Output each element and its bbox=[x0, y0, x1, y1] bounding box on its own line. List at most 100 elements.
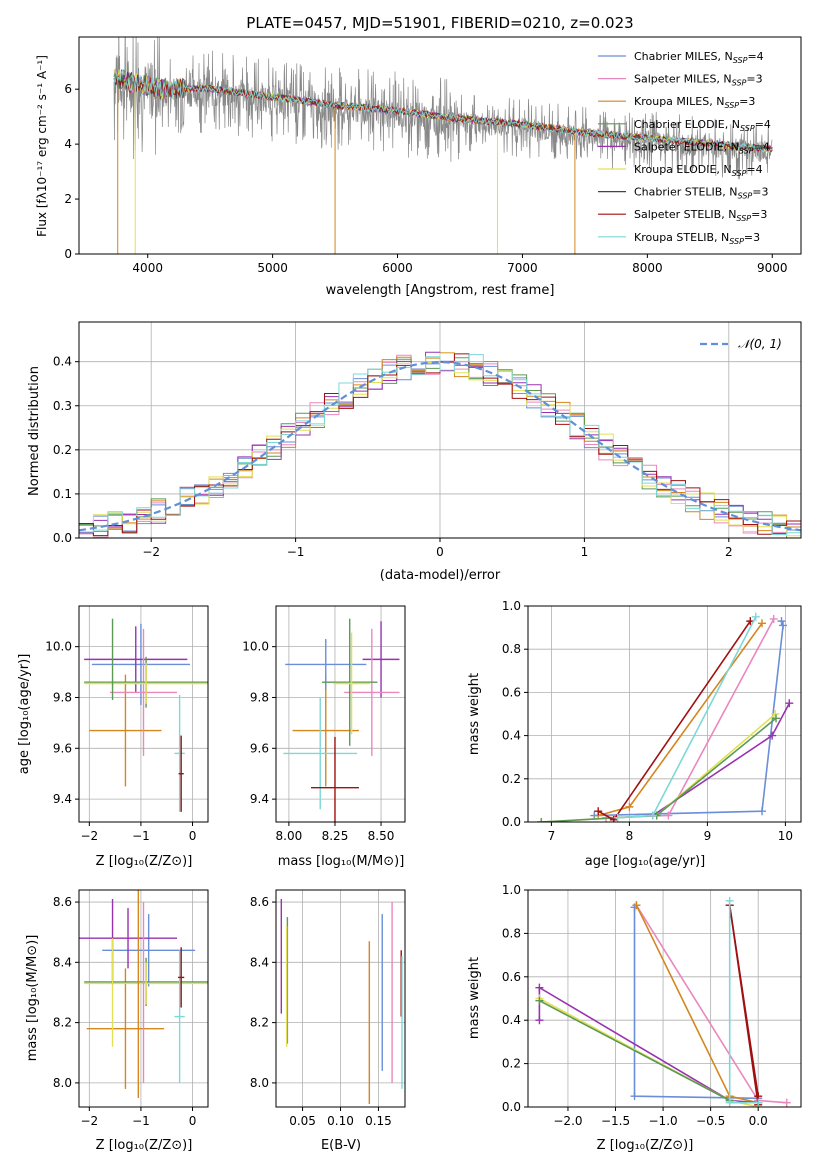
mass-weight-vs-age-xlabel: age [log₁₀(age/yr)] bbox=[585, 854, 706, 869]
y-tick-label: 0.6 bbox=[502, 685, 521, 699]
axes-frame bbox=[275, 605, 406, 823]
y-tick-label: 8.2 bbox=[250, 1016, 269, 1030]
legend-entry: Salpeter MILES, NSSP=3 bbox=[634, 73, 763, 88]
gaussian-curve bbox=[79, 360, 801, 532]
spectrum-title: PLATE=0457, MJD=51901, FIBERID=0210, z=0… bbox=[246, 14, 633, 32]
observed-spectrum bbox=[113, 37, 773, 180]
plus-marker bbox=[664, 811, 673, 820]
legend-sub: SSP bbox=[740, 124, 755, 133]
plus-marker bbox=[772, 714, 781, 723]
age-vs-mass-panel: mass [log₁₀(M/M⊙)] 8.00 8.25 8.50 9.4 9.6 9.8… bbox=[242, 605, 406, 869]
age-vs-mass-xlabel: mass [log₁₀(M/M⊙)] bbox=[278, 854, 405, 869]
plus-marker bbox=[594, 807, 603, 816]
y-tick-label: 0.0 bbox=[502, 1100, 521, 1114]
x-tick-label: −1.0 bbox=[649, 1114, 678, 1128]
legend-sub: SSP bbox=[733, 56, 748, 65]
mass-weight-vs-z-xlabel: Z [log₁₀(Z/Z⊙)] bbox=[597, 1138, 694, 1153]
residuals-xlabel: (data-model)/error bbox=[380, 568, 501, 583]
plus-marker bbox=[648, 811, 657, 820]
y-tick-label: 8.0 bbox=[53, 1076, 72, 1090]
legend-suffix: =4 bbox=[754, 140, 770, 153]
x-tick-label: −1 bbox=[287, 545, 305, 559]
plus-marker bbox=[632, 901, 641, 910]
plus-marker bbox=[768, 731, 777, 740]
y-tick-label: 8.2 bbox=[53, 1016, 72, 1030]
y-tick-label: 9.6 bbox=[250, 741, 269, 755]
y-tick-label: 9.6 bbox=[53, 741, 72, 755]
y-tick-label: 0.0 bbox=[53, 531, 72, 545]
plus-marker bbox=[779, 621, 788, 630]
legend-label: Salpeter ELODIE, N bbox=[634, 140, 739, 153]
mass-vs-ebv-panel: E(B-V) 0.05 0.10 0.15 8.0 8.2 8.4 8.6 bbox=[250, 889, 406, 1153]
axes-frame bbox=[527, 605, 802, 823]
y-tick-label: 10.0 bbox=[45, 640, 72, 654]
residuals-panel: (data-model)/error Normed distribution −… bbox=[27, 321, 802, 583]
legend-sub: SSP bbox=[729, 237, 744, 246]
x-tick-label: 0.05 bbox=[289, 1114, 316, 1128]
legend-suffix: =4 bbox=[755, 118, 771, 131]
plot-area bbox=[280, 899, 403, 1104]
legend-label: Chabrier ELODIE, N bbox=[634, 118, 740, 131]
spectrum-legend: Chabrier MILES, NSSP=4 Salpeter MILES, NS… bbox=[598, 50, 771, 246]
x-tick-label: 9000 bbox=[757, 261, 788, 275]
plus-marker bbox=[725, 1098, 734, 1107]
plus-marker bbox=[535, 1016, 544, 1025]
plus-marker bbox=[613, 813, 622, 822]
legend-entry: Kroupa ELODIE, NSSP=4 bbox=[634, 163, 763, 178]
x-tick-label: 0.15 bbox=[365, 1114, 392, 1128]
y-tick-label: 0.8 bbox=[502, 642, 521, 656]
y-tick-label: 0.4 bbox=[53, 355, 72, 369]
y-tick-label: 10.0 bbox=[242, 640, 269, 654]
mass-weight-vs-age-ylabel: mass weight bbox=[467, 673, 482, 755]
plot-area bbox=[79, 351, 801, 538]
y-tick-label: 0.4 bbox=[502, 1013, 521, 1027]
x-tick-label: 0 bbox=[189, 829, 197, 843]
y-tick-label: 8.6 bbox=[250, 895, 269, 909]
legend-label: Chabrier STELIB, N bbox=[634, 186, 738, 199]
legend-entry: Kroupa MILES, NSSP=3 bbox=[634, 95, 755, 110]
legend-entry: Chabrier STELIB, NSSP=3 bbox=[634, 186, 768, 201]
x-tick-label: 0.0 bbox=[749, 1114, 768, 1128]
axes: −2 −1 0 8.0 8.2 8.4 8.6 bbox=[53, 889, 209, 1128]
mass-weight-vs-age-panel: age [log₁₀(age/yr)] mass weight 7 8 9 10 0.0… bbox=[467, 599, 802, 869]
legend-suffix: =3 bbox=[752, 186, 768, 199]
y-tick-label: 6 bbox=[64, 82, 72, 96]
plus-marker bbox=[625, 802, 634, 811]
x-tick-label: 2 bbox=[725, 545, 733, 559]
legend-entry: Chabrier MILES, NSSP=4 bbox=[634, 50, 764, 65]
x-tick-label: 0 bbox=[436, 545, 444, 559]
legend-sub: SSP bbox=[732, 79, 747, 88]
legend-entry: Salpeter ELODIE, NSSP=4 bbox=[634, 140, 770, 155]
x-tick-label: 0 bbox=[189, 1114, 197, 1128]
plot-area bbox=[283, 618, 400, 822]
y-tick-label: 0.6 bbox=[502, 970, 521, 984]
y-tick-label: 8.4 bbox=[53, 955, 72, 969]
y-tick-label: 2 bbox=[64, 192, 72, 206]
y-tick-label: 0.1 bbox=[53, 487, 72, 501]
axes: 0.05 0.10 0.15 8.0 8.2 8.4 8.6 bbox=[250, 889, 406, 1128]
grid bbox=[276, 890, 405, 1107]
x-tick-label: 6000 bbox=[382, 261, 413, 275]
legend-sub: SSP bbox=[732, 169, 747, 178]
axes-frame bbox=[527, 889, 802, 1108]
axes: 8.00 8.25 8.50 9.4 9.6 9.8 10.0 bbox=[242, 605, 406, 843]
x-tick-label: 1 bbox=[581, 545, 589, 559]
x-tick-label: −2 bbox=[80, 829, 98, 843]
plus-marker bbox=[751, 612, 760, 621]
legend-sub: SSP bbox=[738, 192, 753, 201]
mass-weight-vs-z-panel: Z [log₁₀(Z/Z⊙)] mass weight −2.0 −1.5 −1.0… bbox=[467, 883, 802, 1153]
y-tick-label: 9.4 bbox=[53, 792, 72, 806]
plot-area bbox=[537, 612, 794, 822]
y-tick-label: 9.8 bbox=[53, 690, 72, 704]
legend-suffix: =3 bbox=[744, 231, 760, 244]
mass-weight-vs-z-ylabel: mass weight bbox=[467, 957, 482, 1039]
x-tick-label: −1 bbox=[132, 1114, 150, 1128]
x-tick-label: 4000 bbox=[132, 261, 163, 275]
legend-entry: Salpeter STELIB, NSSP=3 bbox=[634, 208, 767, 223]
axes: −2.0 −1.5 −1.0 −0.5 0.0 0.0 0.2 0.4 0.6 0.8 1.0 bbox=[502, 883, 802, 1128]
spectrum-xlabel: wavelength [Angstrom, rest frame] bbox=[326, 283, 555, 298]
mass-vs-ebv-xlabel: E(B-V) bbox=[321, 1138, 361, 1153]
plus-marker bbox=[725, 896, 734, 905]
legend-sub: SSP bbox=[724, 101, 739, 110]
y-tick-label: 8.0 bbox=[250, 1076, 269, 1090]
